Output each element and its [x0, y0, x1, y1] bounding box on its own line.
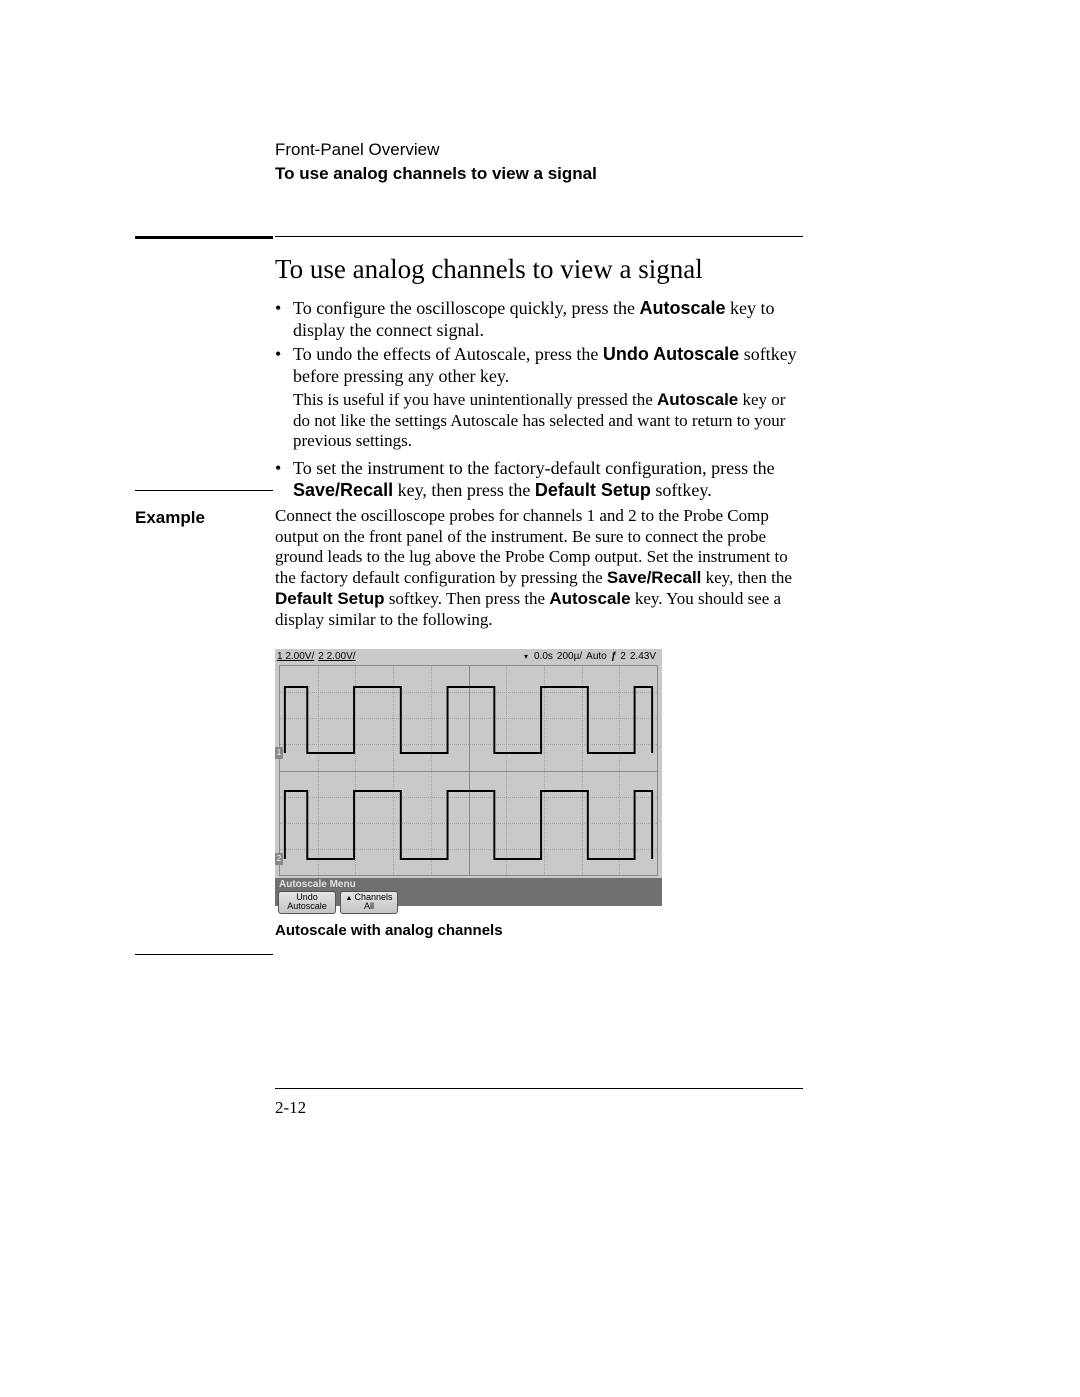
- scope-grid: 12: [275, 663, 662, 878]
- softkey[interactable]: ChannelsAll: [340, 891, 398, 914]
- softkey-line2: All: [345, 902, 393, 911]
- example-body: Connect the oscilloscope probes for chan…: [275, 506, 802, 630]
- channel-marker: 2: [275, 853, 283, 865]
- softkey-row: UndoAutoscaleChannelsAll: [275, 891, 662, 914]
- bullet-3-text-b: key, then press the: [393, 480, 535, 500]
- status-ch1: 1 2.00V/: [277, 651, 314, 662]
- status-trig-level: 2.43V: [630, 651, 656, 662]
- scope-screenshot-figure: 1 2.00V/ 2 2.00V/ ▾ 0.0s 200µ/ Auto ƒ 2 …: [275, 649, 662, 906]
- scope-display: 1 2.00V/ 2 2.00V/ ▾ 0.0s 200µ/ Auto ƒ 2 …: [275, 649, 662, 906]
- page-number: 2-12: [275, 1098, 306, 1118]
- example-key-2: Default Setup: [275, 589, 385, 608]
- scope-menu-title: Autoscale Menu: [275, 878, 662, 891]
- bullet-3-text-a: To set the instrument to the factory-def…: [293, 458, 775, 478]
- bullet-2: To undo the effects of Autoscale, press …: [275, 344, 802, 388]
- section-rule-long: [275, 236, 803, 237]
- caption-rule: [135, 954, 273, 955]
- bullet-1-text-a: To configure the oscilloscope quickly, p…: [293, 298, 639, 318]
- scope-status-bar: 1 2.00V/ 2 2.00V/ ▾ 0.0s 200µ/ Auto ƒ 2 …: [275, 649, 662, 664]
- section-rule-short: [135, 236, 273, 239]
- bullet-2-text-a: To undo the effects of Autoscale, press …: [293, 344, 603, 364]
- softkey-line2: Autoscale: [283, 902, 331, 911]
- bullet-2-para-a: This is useful if you have unintentional…: [293, 390, 657, 409]
- softkey[interactable]: UndoAutoscale: [278, 891, 336, 914]
- bullet-3-key-2: Default Setup: [535, 480, 651, 500]
- channel-marker: 1: [275, 747, 283, 759]
- bullet-1-key: Autoscale: [639, 298, 725, 318]
- footer-rule: [275, 1088, 803, 1089]
- example-key-1: Save/Recall: [607, 568, 702, 587]
- trigger-marker-icon: ▾: [524, 652, 528, 661]
- status-timebase: 200µ/: [557, 651, 582, 662]
- trigger-edge-icon: ƒ: [611, 651, 617, 662]
- status-delay: 0.0s: [534, 651, 553, 662]
- example-key-3: Autoscale: [549, 589, 630, 608]
- status-trig-source: 2: [620, 651, 626, 662]
- figure-caption: Autoscale with analog channels: [275, 922, 503, 939]
- running-header-chapter: Front-Panel Overview: [275, 140, 795, 160]
- running-header-topic: To use analog channels to view a signal: [275, 164, 795, 184]
- bullet-2-paragraph: This is useful if you have unintentional…: [275, 390, 802, 452]
- example-rule: [135, 490, 273, 491]
- bullet-3-key-1: Save/Recall: [293, 480, 393, 500]
- bullet-1: To configure the oscilloscope quickly, p…: [275, 298, 802, 342]
- scope-menu: Autoscale Menu UndoAutoscaleChannelsAll: [275, 878, 662, 906]
- example-p3: softkey. Then press the: [385, 589, 550, 608]
- bullet-3: To set the instrument to the factory-def…: [275, 458, 802, 502]
- status-ch2: 2 2.00V/: [318, 651, 355, 662]
- status-mode: Auto: [586, 651, 607, 662]
- bullet-2-para-key: Autoscale: [657, 390, 738, 409]
- waveform: [280, 663, 657, 878]
- section-title: To use analog channels to view a signal: [275, 254, 703, 285]
- body-text: To configure the oscilloscope quickly, p…: [275, 298, 802, 504]
- bullet-2-key: Undo Autoscale: [603, 344, 739, 364]
- bullet-3-text-c: softkey.: [651, 480, 712, 500]
- example-p2: key, then the: [701, 568, 791, 587]
- example-label: Example: [135, 508, 205, 528]
